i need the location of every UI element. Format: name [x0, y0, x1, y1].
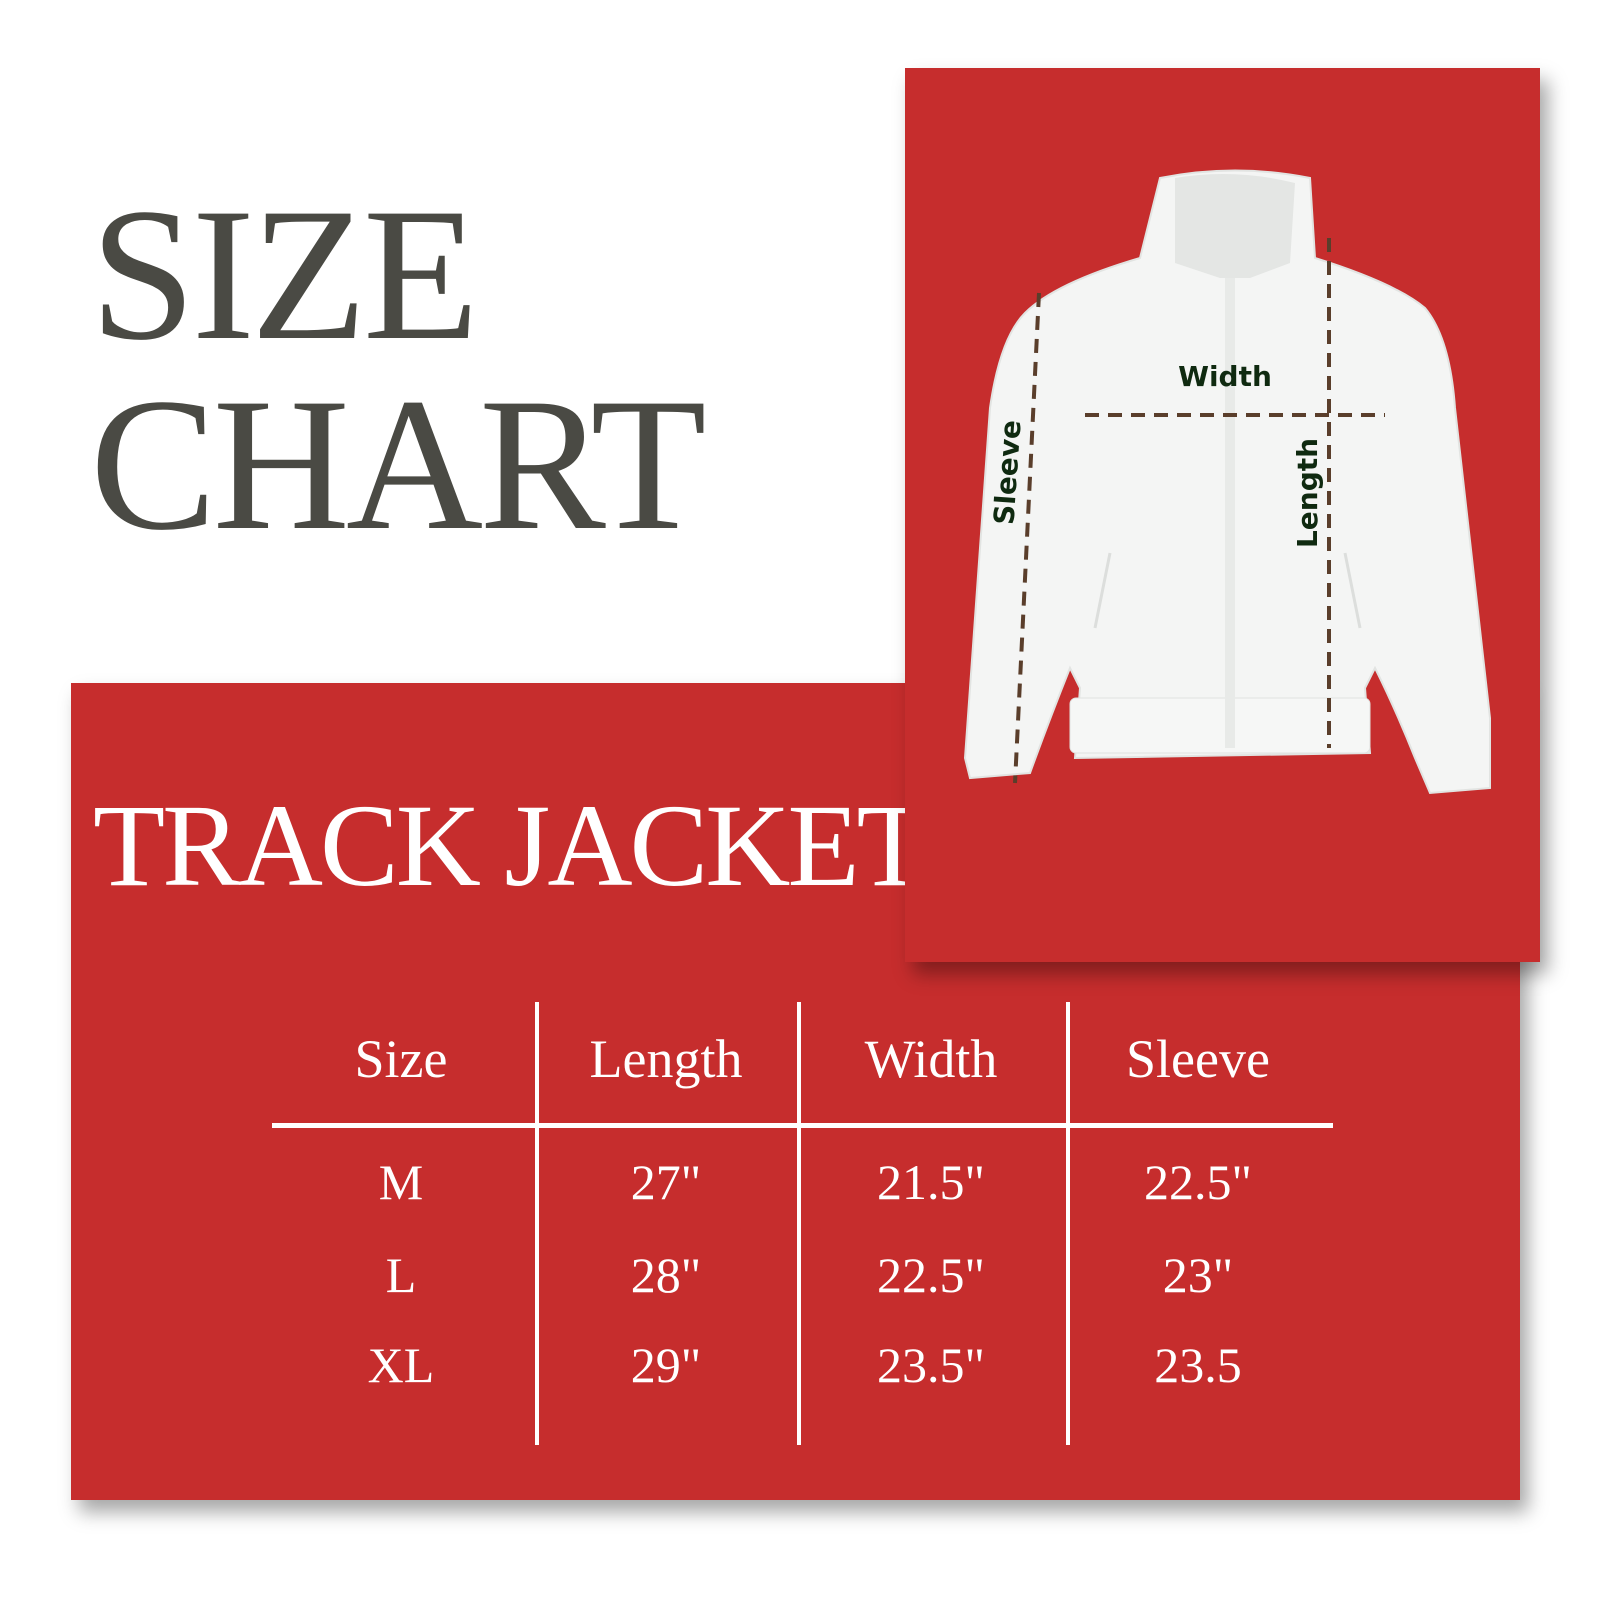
sleeve-measure-line: [1013, 292, 1041, 784]
header-length: Length: [589, 1029, 743, 1089]
cell-length: 29": [630, 1337, 702, 1393]
cell-width: 22.5": [877, 1247, 985, 1303]
column-divider: [535, 1002, 539, 1445]
heading-chart: CHART: [90, 360, 707, 570]
jacket-illustration-icon: Width Length Sleeve: [963, 169, 1491, 795]
header-sleeve: Sleeve: [1126, 1029, 1270, 1089]
length-label: Length: [1291, 438, 1324, 548]
header-divider: [272, 1123, 1333, 1128]
jacket-icon: [963, 169, 1491, 795]
header-width: Width: [864, 1029, 998, 1089]
sleeve-label: Sleeve: [987, 419, 1027, 526]
cell-sleeve: 22.5": [1144, 1154, 1252, 1210]
cell-size: L: [385, 1247, 417, 1303]
heading-size: SIZE: [90, 170, 479, 380]
product-name: TRACK JACKET: [93, 780, 929, 911]
cell-size: XL: [367, 1337, 435, 1393]
cell-length: 27": [630, 1154, 702, 1210]
cell-sleeve: 23": [1162, 1247, 1234, 1303]
cell-length: 28": [630, 1247, 702, 1303]
cell-size: M: [378, 1154, 424, 1210]
cell-sleeve: 23.5: [1154, 1337, 1242, 1393]
header-size: Size: [354, 1029, 448, 1089]
column-divider: [797, 1002, 801, 1445]
cell-width: 21.5": [877, 1154, 985, 1210]
cell-width: 23.5": [877, 1337, 985, 1393]
column-divider: [1066, 1002, 1070, 1445]
diagram-card: Width Length Sleeve: [905, 68, 1540, 962]
width-label: Width: [1178, 360, 1272, 393]
